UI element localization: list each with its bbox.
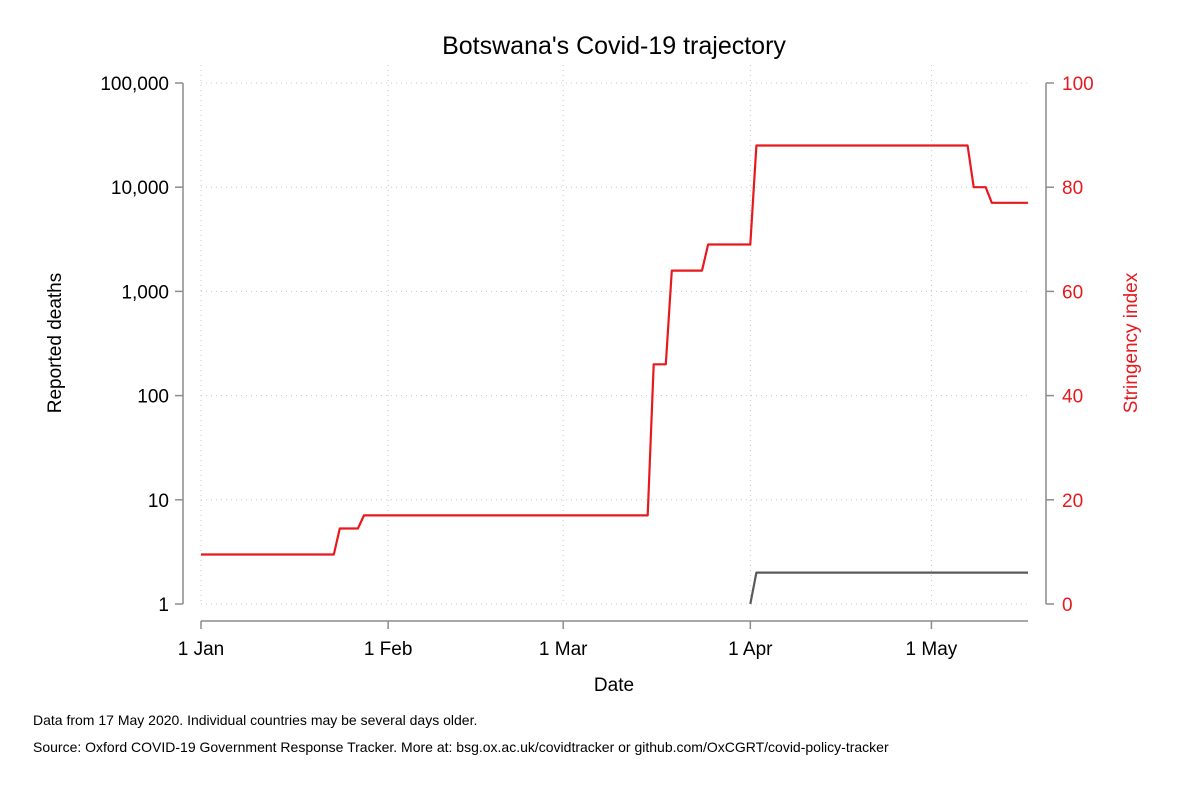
- y-left-tick-label: 100,000: [100, 74, 169, 95]
- y-right-tick-label: 20: [1062, 491, 1083, 512]
- x-tick-label: 1 May: [906, 639, 958, 660]
- y-left-tick-label: 1,000: [121, 282, 169, 303]
- deaths-series-line: [749, 571, 1028, 605]
- y-right-tick-label: 60: [1062, 282, 1083, 303]
- y-axis-right-label: Stringency index: [1121, 272, 1142, 413]
- stringency-series-line: [201, 144, 1028, 556]
- y-axis-left-label: Reported deaths: [45, 273, 66, 414]
- x-tick-label: 1 Apr: [728, 639, 773, 660]
- x-tick-label: 1 Jan: [178, 639, 224, 660]
- x-tick-label: 1 Feb: [364, 639, 413, 660]
- y-left-tick-label: 1: [158, 595, 169, 616]
- y-right-tick-label: 40: [1062, 387, 1083, 408]
- y-right-tick-label: 0: [1062, 595, 1073, 616]
- data-date-note: Data from 17 May 2020. Individual countr…: [33, 712, 478, 728]
- axes: [175, 82, 1054, 629]
- x-axis-label: Date: [594, 675, 634, 696]
- y-left-tick-label: 100: [137, 387, 169, 408]
- tick-labels: 1 10 100 1,000 10,000 100,000 0 20 40 60 80 100 1 Ja…: [100, 74, 1093, 660]
- y-left-tick-label: 10: [148, 491, 169, 512]
- chart-title: Botswana's Covid-19 trajectory: [442, 32, 786, 60]
- y-right-tick-label: 100: [1062, 74, 1094, 95]
- y-right-tick-label: 80: [1062, 178, 1083, 199]
- source-note: Source: Oxford COVID-19 Government Respo…: [33, 739, 889, 755]
- x-tick-label: 1 Mar: [539, 639, 588, 660]
- y-left-tick-label: 10,000: [111, 178, 169, 199]
- series-layer: [201, 144, 1028, 605]
